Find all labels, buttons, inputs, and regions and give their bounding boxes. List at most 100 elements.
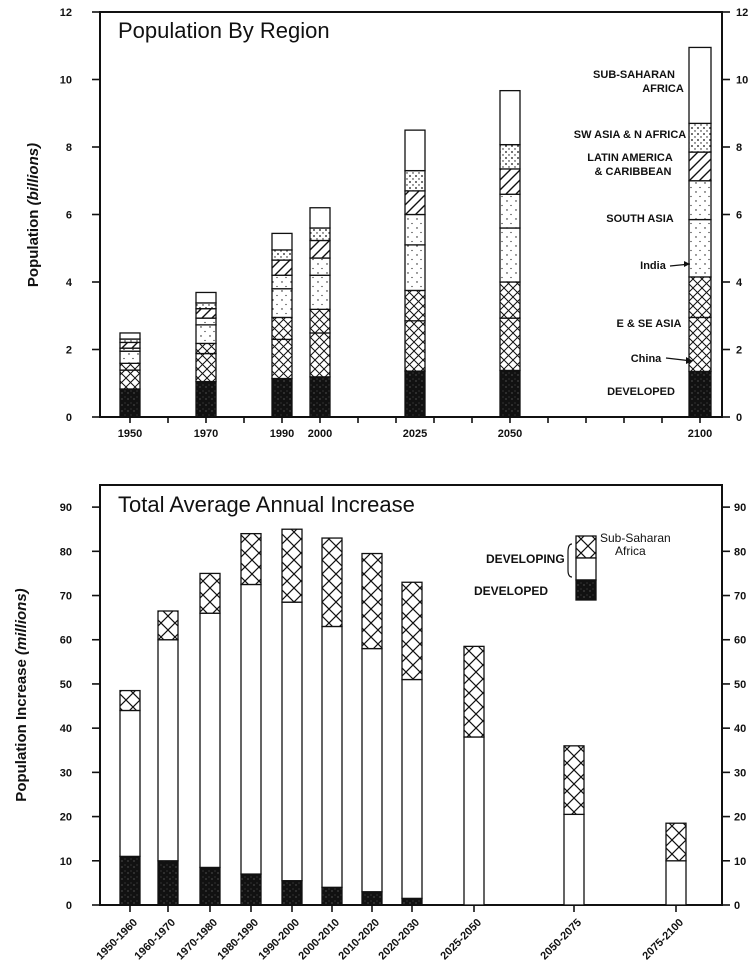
- annotation-india: India: [640, 260, 667, 272]
- china-arrow-icon: [686, 357, 693, 364]
- bar-segment-developing: [281, 601, 303, 882]
- x-axis-ticks-bottom: 1950-19601960-19701970-19801980-19901990…: [94, 905, 686, 962]
- annotation-latin-america-line1: LATIN AMERICA: [587, 152, 673, 164]
- bar-segment-sw-asia-n-africa: [404, 169, 426, 192]
- y-tick-label-right: 4: [736, 277, 743, 289]
- chart-total-average-annual-increase: Total Average Annual Increase Population…: [13, 484, 746, 962]
- bars-top: [119, 46, 712, 418]
- y-axis-label-top: Population (billions): [25, 143, 42, 287]
- bar-segment-sub-saharan-africa: [665, 822, 687, 862]
- bar-segment-developing: [157, 639, 179, 862]
- bar-segment-e-se-asia: [309, 308, 331, 334]
- bar-segment-sub-saharan-africa: [240, 532, 262, 586]
- y-tick-label-right: 10: [736, 75, 748, 87]
- y-tick-label-left: 10: [60, 75, 72, 87]
- legend-bracket: [567, 543, 573, 578]
- bar-segment-latin-america-caribbean: [499, 168, 521, 195]
- bar-segment-developing: [401, 678, 423, 900]
- bar-segment-developed: [361, 891, 383, 906]
- x-tick-label: 2025-2050: [438, 917, 484, 963]
- y-axis-label-bottom: Population Increase (millions): [13, 588, 30, 801]
- x-tick-label: 1950: [118, 428, 142, 440]
- bar-segment-sub-saharan-africa: [361, 552, 383, 650]
- chart-population-by-region: Population By Region Population (billion…: [25, 7, 748, 440]
- x-tick-label: 2020-2030: [376, 917, 422, 963]
- bar-segment-south-asia: [195, 317, 217, 326]
- bar-segment-sub-saharan-africa: [463, 645, 485, 738]
- y-tick-label-right: 40: [734, 723, 746, 735]
- bar-segment-india: [404, 244, 426, 292]
- y-tick-label-right: 0: [734, 900, 740, 912]
- legend-label-sub-saharan-line1: Sub-Saharan: [600, 531, 671, 545]
- bar-segment-china: [688, 316, 712, 373]
- bar-segment-sw-asia-n-africa: [271, 249, 293, 261]
- bar-segment-india: [195, 324, 217, 345]
- bar-segment-developed: [157, 860, 179, 906]
- bar-segment-sub-saharan-africa: [271, 232, 293, 251]
- x-tick-label: 1990-2000: [256, 917, 302, 963]
- y-tick-label-right: 20: [734, 812, 746, 824]
- y-tick-label-left: 8: [66, 142, 72, 154]
- region-annotations: SUB-SAHARAN AFRICA SW ASIA & N AFRICA LA…: [574, 69, 693, 398]
- y-tick-label-right: 60: [734, 635, 746, 647]
- bar-segment-developing: [240, 583, 262, 875]
- bar-segment-sub-saharan-africa: [401, 581, 423, 681]
- annotation-sub-saharan-line2: AFRICA: [642, 83, 684, 95]
- bars-bottom: [119, 528, 687, 906]
- y-tick-label-right: 12: [736, 7, 748, 19]
- bar-segment-e-se-asia: [404, 289, 426, 322]
- x-tick-label: 2050: [498, 428, 522, 440]
- bar-segment-latin-america-caribbean: [119, 341, 141, 349]
- x-tick-label: 1970: [194, 428, 218, 440]
- bar-segment-developing: [361, 647, 383, 893]
- x-tick-label: 1990: [270, 428, 294, 440]
- bar-segment-developed: [119, 855, 141, 906]
- y-tick-label-left: 4: [66, 277, 73, 289]
- bar-segment-developed: [499, 369, 521, 418]
- legend-label-developing: DEVELOPING: [486, 552, 565, 566]
- chart-title-top: Population By Region: [118, 18, 330, 43]
- bar-segment-south-asia: [404, 213, 426, 246]
- y-tick-label-right: 8: [736, 142, 742, 154]
- bar-segment-south-asia: [309, 257, 331, 276]
- annotation-sw-asia: SW ASIA & N AFRICA: [574, 129, 686, 141]
- annotation-china: China: [631, 353, 662, 365]
- bar-segment-developed: [199, 866, 221, 906]
- x-tick-label: 1960-1970: [132, 917, 178, 963]
- y-tick-label-left: 30: [60, 767, 72, 779]
- bar-segment-sub-saharan-africa: [119, 332, 141, 340]
- bar-segment-sw-asia-n-africa: [195, 302, 217, 310]
- bar-segment-sub-saharan-africa: [281, 528, 303, 603]
- chart-title-bottom: Total Average Annual Increase: [118, 492, 415, 517]
- bar-segment-developed: [119, 388, 141, 418]
- bar-segment-developing: [665, 860, 687, 906]
- india-arrow-icon: [684, 261, 690, 267]
- bar-segment-china: [119, 369, 141, 390]
- x-tick-label: 1980-1990: [215, 917, 261, 963]
- y-axis-ticks-top: 0 0 2 2 4 4 6 6 8 8 10 10 12 12: [60, 7, 749, 424]
- bar-segment-developing: [199, 612, 221, 869]
- y-tick-label-right: 6: [736, 210, 742, 222]
- bar-segment-sub-saharan-africa: [199, 572, 221, 614]
- annotation-e-se-asia: E & SE ASIA: [617, 318, 682, 330]
- x-tick-label: 2025: [403, 428, 427, 440]
- bar-segment-developed: [404, 370, 426, 418]
- bar-segment-e-se-asia: [119, 362, 141, 371]
- bar-segment-china: [404, 320, 426, 372]
- bar-segment-developed: [271, 377, 293, 418]
- bar-segment-china: [309, 332, 331, 378]
- x-tick-label: 1970-1980: [174, 917, 220, 963]
- bar-segment-developing: [463, 736, 485, 906]
- x-tick-label: 2000: [308, 428, 332, 440]
- y-tick-label-left: 20: [60, 812, 72, 824]
- bar-segment-sub-saharan-africa: [157, 610, 179, 641]
- annotation-south-asia: SOUTH ASIA: [606, 213, 673, 225]
- bar-segment-developing: [563, 813, 585, 906]
- y-tick-label-left: 50: [60, 679, 72, 691]
- bar-segment-china: [271, 338, 293, 380]
- y-tick-label-left: 2: [66, 345, 72, 357]
- bar-segment-developed: [309, 376, 331, 418]
- bar-segment-sub-saharan-africa: [321, 537, 343, 628]
- x-tick-label: 2075-2100: [640, 917, 686, 963]
- y-tick-label-right: 2: [736, 345, 742, 357]
